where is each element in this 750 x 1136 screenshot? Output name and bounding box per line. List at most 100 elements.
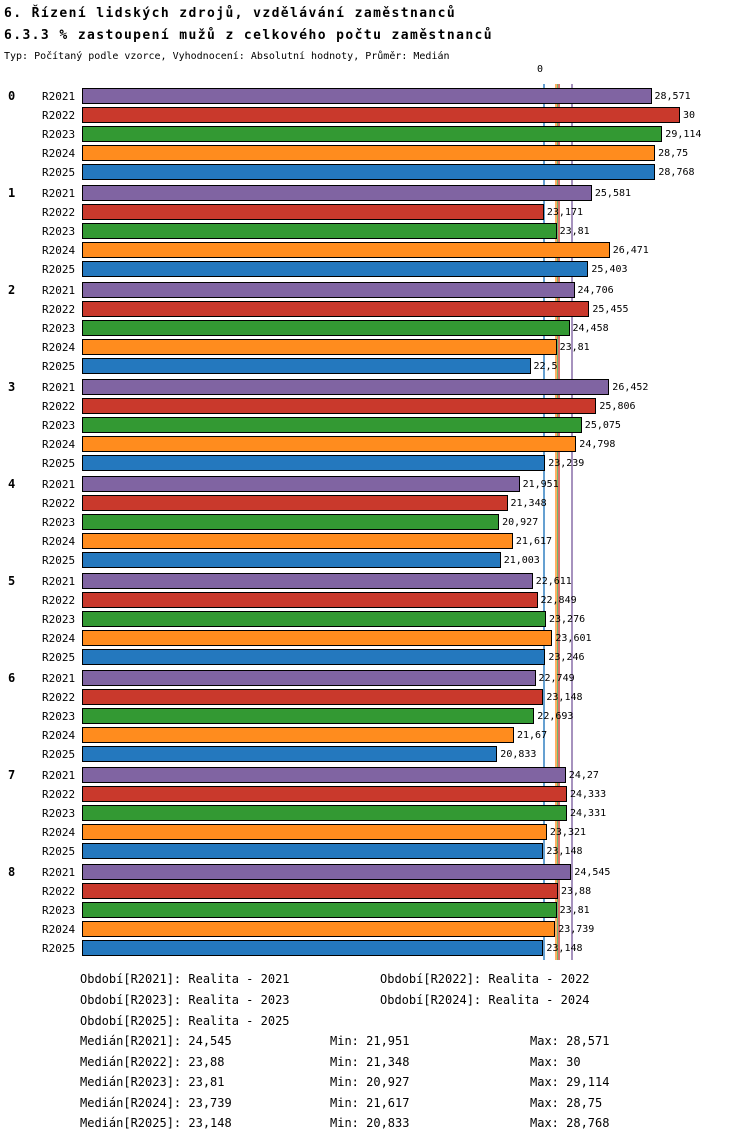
bar-value-label: 25,075 xyxy=(584,420,621,431)
bar-value-label: 24,798 xyxy=(579,439,616,450)
bar-value-label: 23,88 xyxy=(561,886,592,897)
bar-R2021 xyxy=(82,185,592,201)
bar-R2021 xyxy=(82,767,566,783)
series-label-R2023: R2023 xyxy=(42,613,76,626)
series-label-R2024: R2024 xyxy=(42,244,76,257)
legend-item: Období[R2025]: Realita - 2025 xyxy=(80,1014,290,1028)
bar-value-label: 25,403 xyxy=(591,264,628,275)
stat-item: Min: 21,348 xyxy=(330,1054,410,1069)
bar-value-label: 23,171 xyxy=(546,207,584,218)
bar-R2024 xyxy=(82,145,656,161)
group-label: 8 xyxy=(8,865,16,879)
median-line-R2021 xyxy=(571,84,573,960)
group-label: 0 xyxy=(8,89,16,103)
bar-R2021 xyxy=(82,88,652,104)
axis-zero-label: 0 xyxy=(537,64,544,75)
bar-R2021 xyxy=(82,282,575,298)
bar-value-label: 23,148 xyxy=(546,943,583,954)
series-label-R2022: R2022 xyxy=(42,788,76,801)
bar-value-label: 23,321 xyxy=(549,827,587,838)
group-label: 7 xyxy=(8,768,16,782)
series-label-R2022: R2022 xyxy=(42,303,76,316)
bar-R2021 xyxy=(82,573,533,589)
bar-R2022 xyxy=(82,786,567,802)
group-label: 4 xyxy=(8,477,16,491)
series-label-R2025: R2025 xyxy=(42,360,76,373)
series-label-R2021: R2021 xyxy=(42,672,76,685)
series-label-R2021: R2021 xyxy=(42,575,76,588)
legend-item: Období[R2024]: Realita - 2024 xyxy=(380,993,590,1007)
bar-value-label: 22,849 xyxy=(540,595,577,606)
bar-value-label: 23,148 xyxy=(546,692,583,703)
median-line-R2024 xyxy=(555,84,557,960)
series-label-R2022: R2022 xyxy=(42,885,76,898)
bar-value-label: 21,67 xyxy=(517,730,548,741)
bar-value-label: 26,471 xyxy=(612,245,649,256)
bar-value-label: 28,768 xyxy=(658,167,695,178)
legend-item: Období[R2021]: Realita - 2021 xyxy=(80,972,290,986)
bar-R2025 xyxy=(82,261,589,277)
bar-value-label: 25,455 xyxy=(592,304,629,315)
bar-R2024 xyxy=(82,630,553,646)
bar-R2023 xyxy=(82,126,663,142)
median-line-R2022 xyxy=(558,84,560,960)
bar-value-label: 25,581 xyxy=(594,188,632,199)
bar-value-label: 25,806 xyxy=(599,401,636,412)
chart-meta-line: Typ: Počítaný podle vzorce, Vyhodnocení:… xyxy=(4,51,450,62)
stat-item: Max: 28,75 xyxy=(530,1095,603,1110)
stat-item: Medián[R2021]: 24,545 xyxy=(80,1034,232,1048)
series-label-R2021: R2021 xyxy=(42,187,76,200)
series-label-R2022: R2022 xyxy=(42,400,76,413)
bar-value-label: 24,27 xyxy=(568,770,599,781)
bar-R2024 xyxy=(82,533,513,549)
bar-R2021 xyxy=(82,864,572,880)
bar-value-label: 21,617 xyxy=(515,536,553,547)
bar-R2021 xyxy=(82,379,610,395)
stat-item: Max: 29,114 xyxy=(530,1075,610,1089)
bar-value-label: 24,458 xyxy=(572,323,609,334)
series-label-R2022: R2022 xyxy=(42,594,76,607)
bar-value-label: 21,003 xyxy=(503,555,540,566)
bar-R2025 xyxy=(82,940,544,956)
median-line-R2025 xyxy=(543,84,545,960)
group-label: 5 xyxy=(8,574,16,588)
bar-value-label: 23,148 xyxy=(546,846,583,857)
series-label-R2025: R2025 xyxy=(42,554,76,567)
bar-value-label: 28,571 xyxy=(654,91,691,102)
series-label-R2025: R2025 xyxy=(42,457,76,470)
bar-R2022 xyxy=(82,592,538,608)
bar-R2023 xyxy=(82,223,557,239)
series-label-R2024: R2024 xyxy=(42,923,76,936)
bar-R2024 xyxy=(82,436,577,452)
legend-item: Období[R2022]: Realita - 2022 xyxy=(380,972,590,986)
bar-R2025 xyxy=(82,746,498,762)
series-label-R2021: R2021 xyxy=(42,866,76,879)
bar-value-label: 20,833 xyxy=(500,749,537,760)
bar-R2025 xyxy=(82,649,546,665)
series-label-R2023: R2023 xyxy=(42,419,76,432)
series-label-R2023: R2023 xyxy=(42,516,76,529)
stat-item: Medián[R2022]: 23,88 xyxy=(80,1054,225,1069)
bar-value-label: 26,452 xyxy=(612,382,649,393)
bar-value-label: 24,331 xyxy=(570,808,607,819)
bar-R2023 xyxy=(82,514,500,530)
bar-value-label: 28,75 xyxy=(658,148,689,159)
series-label-R2023: R2023 xyxy=(42,128,76,141)
bar-R2024 xyxy=(82,921,556,937)
bar-value-label: 23,81 xyxy=(559,226,590,237)
series-label-R2025: R2025 xyxy=(42,748,76,761)
bar-R2023 xyxy=(82,417,582,433)
bar-R2025 xyxy=(82,552,501,568)
stat-item: Min: 21,951 xyxy=(330,1034,410,1048)
series-label-R2025: R2025 xyxy=(42,263,76,276)
bar-R2022 xyxy=(82,883,558,899)
stat-item: Max: 30 xyxy=(530,1054,581,1069)
bar-value-label: 24,333 xyxy=(570,789,607,800)
bar-R2021 xyxy=(82,476,520,492)
stat-item: Medián[R2023]: 23,81 xyxy=(80,1075,225,1089)
bar-value-label: 23,601 xyxy=(555,633,592,644)
bar-R2024 xyxy=(82,727,514,743)
stat-item: Min: 20,833 xyxy=(330,1116,410,1130)
bar-R2021 xyxy=(82,670,536,686)
